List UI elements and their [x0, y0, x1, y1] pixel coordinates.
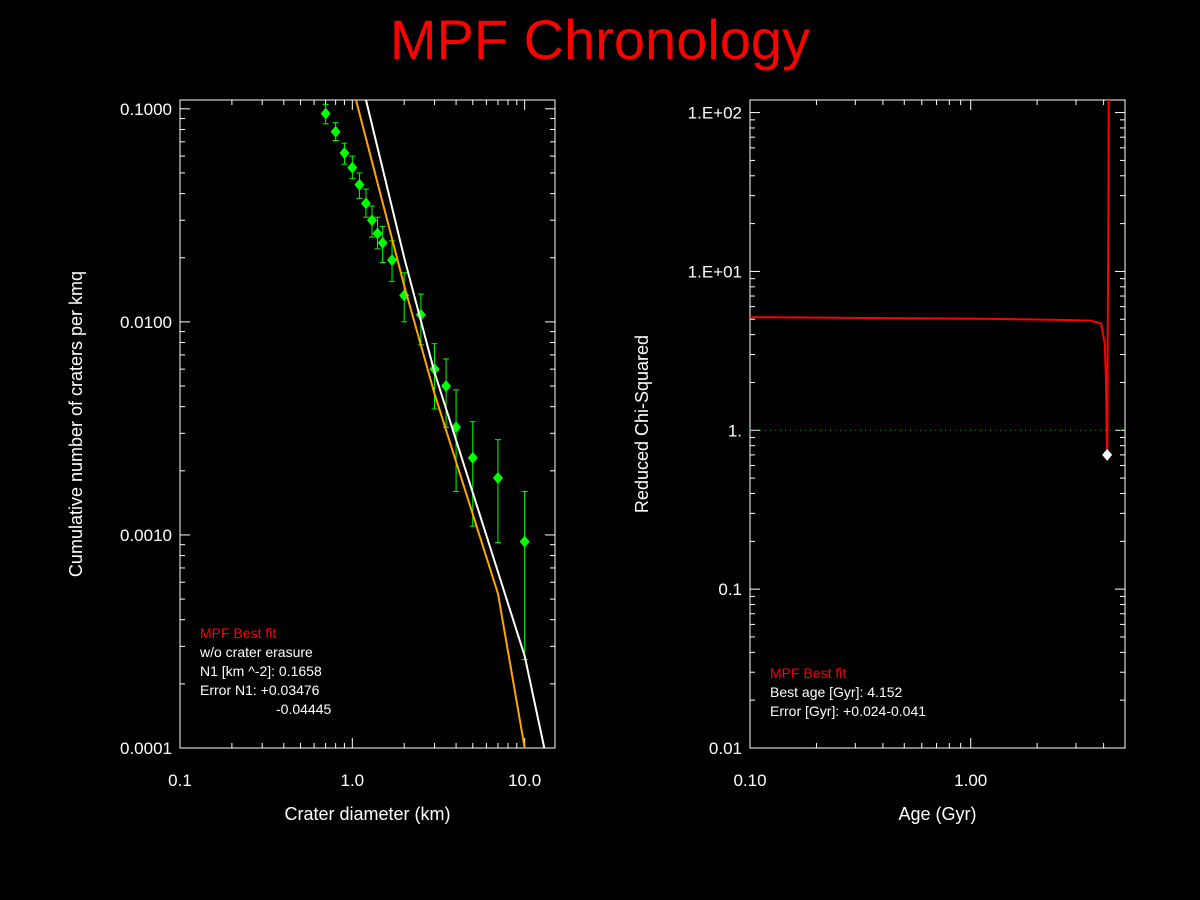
- data-point: [467, 451, 478, 464]
- x-axis-label: Crater diameter (km): [284, 804, 450, 824]
- y-tick-label: 0.1: [718, 580, 742, 599]
- x-tick-label: 1.00: [954, 771, 987, 790]
- legend-text: w/o crater erasure: [199, 644, 313, 660]
- y-tick-label: 0.01: [709, 739, 742, 758]
- y-tick-label: 0.0001: [120, 739, 172, 758]
- x-axis-label: Age (Gyr): [898, 804, 976, 824]
- y-tick-label: 1.: [728, 421, 742, 440]
- minimum-marker: [1102, 448, 1113, 461]
- data-point: [519, 535, 530, 548]
- fit-curve-white: [365, 100, 546, 748]
- y-tick-label: 0.0100: [120, 313, 172, 332]
- legend-text: Best age [Gyr]: 4.152: [770, 684, 903, 700]
- data-point: [339, 147, 350, 160]
- y-axis-label: Reduced Chi-Squared: [632, 335, 652, 513]
- legend-text: Error [Gyr]: +0.024-0.041: [770, 703, 926, 719]
- x-tick-label: 0.10: [733, 771, 766, 790]
- x-tick-label: 10.0: [508, 771, 541, 790]
- data-point: [441, 380, 452, 393]
- data-point: [366, 214, 377, 227]
- chi-squared-curve: [750, 100, 1110, 455]
- plot-frame: [179, 99, 556, 749]
- data-point: [372, 227, 383, 240]
- data-point: [320, 107, 331, 120]
- data-point: [354, 178, 365, 191]
- legend-text: MPF Best fit: [200, 625, 276, 641]
- x-tick-label: 1.0: [341, 771, 365, 790]
- legend-text: N1 [km ^-2]: 0.1658: [200, 663, 322, 679]
- legend-text: -0.04445: [276, 701, 331, 717]
- y-tick-label: 1.E+01: [688, 262, 742, 281]
- data-point: [377, 236, 388, 249]
- legend-text: MPF Best fit: [770, 665, 846, 681]
- x-tick-label: 0.1: [168, 771, 192, 790]
- y-tick-label: 0.0010: [120, 526, 172, 545]
- y-tick-label: 1.E+02: [688, 104, 742, 123]
- y-axis-label: Cumulative number of craters per kmq: [66, 271, 86, 577]
- legend-text: Error N1: +0.03476: [200, 682, 320, 698]
- data-point: [360, 197, 371, 210]
- data-point: [330, 125, 341, 138]
- y-tick-label: 0.1000: [120, 100, 172, 119]
- data-point: [347, 161, 358, 174]
- data-point: [492, 472, 503, 485]
- plot-frame: [749, 99, 1126, 749]
- page-title: MPF Chronology: [389, 8, 811, 71]
- fit-curve-orange: [355, 100, 526, 748]
- data-point: [387, 254, 398, 267]
